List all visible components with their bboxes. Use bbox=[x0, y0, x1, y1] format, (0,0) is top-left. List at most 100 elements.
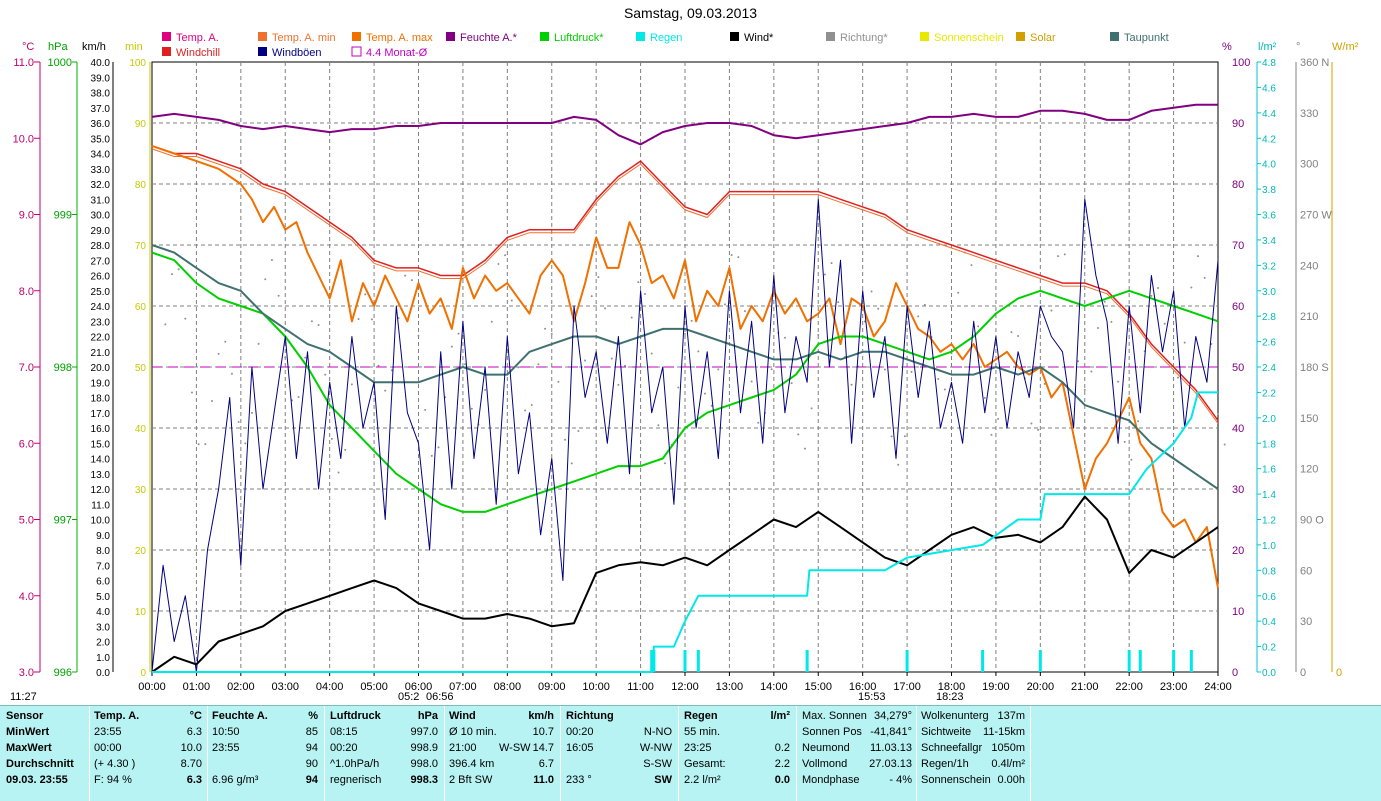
unit-min: min bbox=[125, 41, 143, 53]
regen-duration: 55 min. bbox=[684, 726, 721, 738]
direction-dot bbox=[970, 264, 973, 267]
legend-label: Temp. A. min bbox=[272, 32, 336, 44]
wind-avg-label: Ø 10 min. bbox=[449, 726, 497, 738]
humidity-tick-label: 30 bbox=[1232, 484, 1244, 496]
direction-dot bbox=[937, 377, 940, 380]
temp-tick-label: 9.0 bbox=[19, 210, 34, 222]
direction-dot bbox=[584, 359, 587, 362]
direction-dot bbox=[604, 307, 607, 310]
x-tick-label: 19:00 bbox=[982, 681, 1010, 693]
mondphase-value: - 4% bbox=[889, 774, 912, 786]
legend-label: Windchill bbox=[176, 47, 220, 59]
wind-tick-label: 6.0 bbox=[96, 577, 110, 588]
humidity-tick-label: 80 bbox=[1232, 179, 1244, 191]
direction-dot bbox=[957, 291, 960, 294]
unit-pct: % bbox=[1222, 41, 1232, 53]
wolkenunterg-value: 137m bbox=[997, 710, 1025, 722]
direction-dot bbox=[537, 363, 540, 366]
direction-dot bbox=[1090, 370, 1093, 373]
direction-dot bbox=[1157, 286, 1160, 289]
direction-dot bbox=[897, 463, 900, 466]
direction-dot bbox=[424, 408, 427, 411]
direction-dot bbox=[277, 294, 280, 297]
direction-dot bbox=[1117, 380, 1120, 383]
series-windb-en bbox=[151, 198, 1219, 673]
wind-tick-label: 30.0 bbox=[91, 211, 111, 222]
temp-tick-label: 7.0 bbox=[19, 362, 34, 374]
rain-tick-label: 2.4 bbox=[1262, 363, 1276, 374]
direction-dot bbox=[703, 392, 706, 395]
humidity-tick-label: 100 bbox=[1232, 57, 1250, 69]
x-tick-label: 20:00 bbox=[1027, 681, 1055, 693]
wind-tick-label: 16.0 bbox=[91, 424, 111, 435]
wind-tick-label: 39.0 bbox=[91, 73, 111, 84]
direction-dot bbox=[743, 310, 746, 313]
chart-canvas: 00:00 01:00 02:00 03:00 04:00 05:00 06:00 07:00… bbox=[10, 32, 1359, 703]
direction-dot bbox=[324, 373, 327, 376]
x-tick-label: 23:00 bbox=[1160, 681, 1188, 693]
regen-total-value: 2.2 bbox=[774, 758, 790, 770]
legend-swatch bbox=[352, 32, 361, 41]
rain-tick-label: 4.4 bbox=[1262, 109, 1276, 120]
max-sonnen-value: 34,279° bbox=[873, 710, 912, 722]
direction-dot bbox=[644, 292, 647, 295]
humidity-tick-label: 70 bbox=[1232, 240, 1244, 252]
legend-swatch bbox=[258, 32, 267, 41]
feuchte-max-time: 23:55 bbox=[212, 742, 240, 754]
rain-tick-label: 3.4 bbox=[1262, 236, 1276, 247]
temp-tick-label: 10.0 bbox=[13, 133, 34, 145]
direction-dot bbox=[330, 437, 333, 440]
wind-tick-label: 20.0 bbox=[91, 363, 111, 374]
wind-tick-label: 36.0 bbox=[91, 119, 111, 130]
direction-dot bbox=[217, 352, 220, 355]
regen-max-time: 23:25 bbox=[684, 742, 712, 754]
rain-tick-label: 0.4 bbox=[1262, 617, 1276, 628]
direction-dot bbox=[270, 259, 273, 262]
direction-dot bbox=[590, 295, 593, 298]
wind-distance: 396.4 km bbox=[449, 758, 495, 770]
time-sunset-label: 18:23 bbox=[936, 691, 964, 703]
sun-tick-label: 30 bbox=[135, 485, 147, 496]
direction-dot bbox=[237, 421, 240, 424]
regen-current-value: 0.0 bbox=[774, 774, 790, 786]
rain-tick-label: 2.2 bbox=[1262, 388, 1276, 399]
time-sunrise-label: 11:27 bbox=[10, 691, 37, 703]
direction-dot bbox=[624, 364, 627, 367]
legend-swatch bbox=[446, 32, 455, 41]
direction-dot bbox=[1037, 428, 1040, 431]
direction-dot bbox=[384, 389, 387, 392]
pressure-tick-label: 997 bbox=[54, 515, 72, 527]
direction-dot bbox=[1083, 388, 1086, 391]
wind-tick-label: 1.0 bbox=[96, 653, 110, 664]
luftdruck-max-time: 00:20 bbox=[330, 742, 358, 754]
direction-dot bbox=[1057, 255, 1060, 258]
durchschnitt-label: Durchschnitt bbox=[6, 758, 74, 770]
direction-dot bbox=[783, 336, 786, 339]
series-windchill bbox=[151, 145, 1219, 421]
direction-dot bbox=[1183, 341, 1186, 344]
rain-tick-label: 3.6 bbox=[1262, 211, 1276, 222]
richtung-column: Richtung 00:20 N-NO 16:05 W-NW S-SW 233 ° S… bbox=[566, 708, 672, 788]
direction-dot bbox=[910, 370, 913, 373]
regen-unit: l/m² bbox=[770, 710, 790, 722]
direction-dot bbox=[390, 369, 393, 372]
direction-dot bbox=[437, 446, 440, 449]
direction-dot bbox=[923, 303, 926, 306]
direction-tick-label: 0 bbox=[1300, 667, 1306, 679]
vollmond-value: 27.03.13 bbox=[869, 758, 912, 770]
temp-max-value: 10.0 bbox=[180, 742, 202, 754]
rain-tick-label: 2.6 bbox=[1262, 338, 1276, 349]
wind-tick-label: 34.0 bbox=[91, 150, 111, 161]
time-marker-label: 05:2 bbox=[398, 691, 419, 703]
direction-dot bbox=[164, 323, 167, 326]
current-timestamp: 09.03. 23:55 bbox=[6, 774, 68, 786]
x-tick-label: 17:00 bbox=[893, 681, 921, 693]
richtung-min-value: N-NO bbox=[643, 726, 672, 738]
wind-tick-label: 17.0 bbox=[91, 409, 111, 420]
direction-dot bbox=[170, 273, 173, 276]
direction-dot bbox=[377, 364, 380, 367]
time-marker-label: 06:56 bbox=[426, 691, 454, 703]
direction-dot bbox=[883, 368, 886, 371]
direction-dot bbox=[830, 262, 833, 265]
richtung-min-time: 00:20 bbox=[566, 726, 594, 738]
